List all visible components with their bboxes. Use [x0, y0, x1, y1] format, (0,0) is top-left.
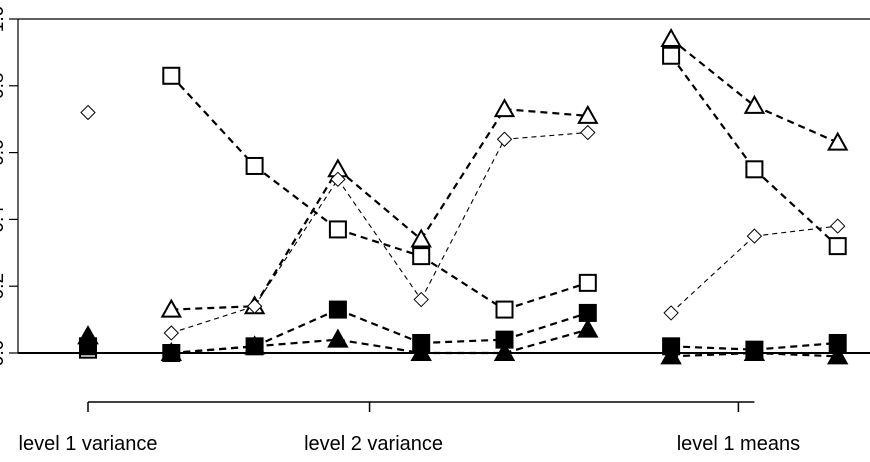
series-line-segment [420, 138, 505, 300]
series-line-segment [754, 225, 838, 237]
open-triangle-marker [660, 28, 682, 48]
series-line-segment [337, 338, 422, 355]
series-line-segment [504, 108, 588, 117]
series-line-segment [254, 308, 339, 348]
series-line-segment [253, 168, 339, 307]
filled-square-marker [578, 303, 597, 322]
filled-triangle-marker [743, 341, 766, 361]
series-line-segment [753, 168, 839, 247]
filled-triangle-marker [410, 341, 432, 361]
series-line-segment [171, 345, 255, 355]
open-diamond-marker [829, 218, 846, 234]
open-square-marker [412, 247, 431, 266]
open-square-marker [162, 66, 181, 85]
open-triangle-marker [160, 298, 183, 318]
group-label: level 2 variance [304, 433, 443, 455]
open-diamond-marker [413, 291, 429, 308]
filled-square-marker [328, 300, 347, 319]
group-label: level 1 variance [19, 433, 158, 455]
open-square-marker [745, 160, 764, 179]
open-diamond-marker [496, 131, 513, 147]
filled-triangle-marker [327, 328, 349, 348]
filled-triangle-marker [160, 341, 183, 361]
open-diamond-marker [663, 305, 679, 321]
open-square-marker [578, 273, 597, 292]
open-square-marker [662, 46, 681, 65]
group-axis: level 1 variance level 2 variance level 1 … [19, 401, 800, 455]
y-tick-label: 0.6 [0, 139, 8, 165]
series-line-segment [337, 228, 422, 258]
series-line-segment [671, 351, 755, 358]
open-diamond-marker [330, 171, 346, 188]
y-tick-label: 0.4 [0, 206, 8, 233]
open-square-marker [495, 300, 514, 319]
series-line-segment [171, 305, 255, 334]
series-line-segment [670, 38, 756, 107]
series-line-segment [337, 179, 422, 300]
open-diamond-marker [580, 124, 596, 141]
y-tick-label: 0.8 [0, 73, 8, 99]
filled-triangle-marker [826, 345, 849, 365]
series-line-segment [504, 328, 589, 355]
open-triangle-marker [577, 104, 599, 124]
series-line-segment [421, 338, 505, 345]
open-diamond-marker [80, 104, 96, 121]
open-square-marker [828, 237, 847, 256]
open-square-marker [328, 220, 347, 239]
series-line-segment [420, 255, 506, 311]
filled-triangle-marker [243, 335, 266, 355]
open-diamond-marker [163, 325, 180, 341]
group-label: level 1 means [677, 433, 800, 455]
filled-triangle-marker [77, 325, 99, 345]
open-triangle-marker [743, 94, 766, 114]
filled-triangle-marker [577, 318, 599, 338]
series-line-segment [504, 132, 588, 140]
open-diamond-marker [746, 228, 763, 244]
open-triangle-marker [410, 228, 432, 248]
series-line-segment [254, 179, 339, 307]
series-lines [170, 38, 839, 358]
series-line-segment [754, 351, 838, 358]
series-line-segment [671, 345, 755, 351]
y-tick-label: 0.0 [0, 340, 8, 366]
series-line-segment [670, 235, 755, 314]
series-line-segment [254, 338, 338, 348]
series-markers [77, 28, 849, 365]
open-square-marker [245, 156, 264, 175]
open-diamond-marker [246, 298, 263, 314]
y-axis: 0.0 0.2 0.4 0.6 0.8 1.0 [0, 6, 870, 366]
series-line-segment [171, 305, 255, 311]
filled-triangle-marker [493, 341, 516, 361]
series-line-segment [420, 108, 506, 241]
series-line-segment [170, 75, 256, 167]
series-line-segment [337, 168, 422, 241]
series-line-segment [754, 341, 838, 351]
series-line-segment [753, 104, 839, 144]
series-line-segment [504, 281, 589, 311]
series-line-segment [337, 308, 422, 345]
open-triangle-marker [493, 98, 516, 118]
filled-triangle-marker [660, 345, 682, 365]
y-tick-label: 0.2 [0, 273, 8, 299]
y-tick-label: 1.0 [0, 6, 8, 32]
series-line-segment [504, 311, 589, 341]
open-triangle-marker [826, 131, 849, 151]
series-line-segment [253, 165, 339, 231]
